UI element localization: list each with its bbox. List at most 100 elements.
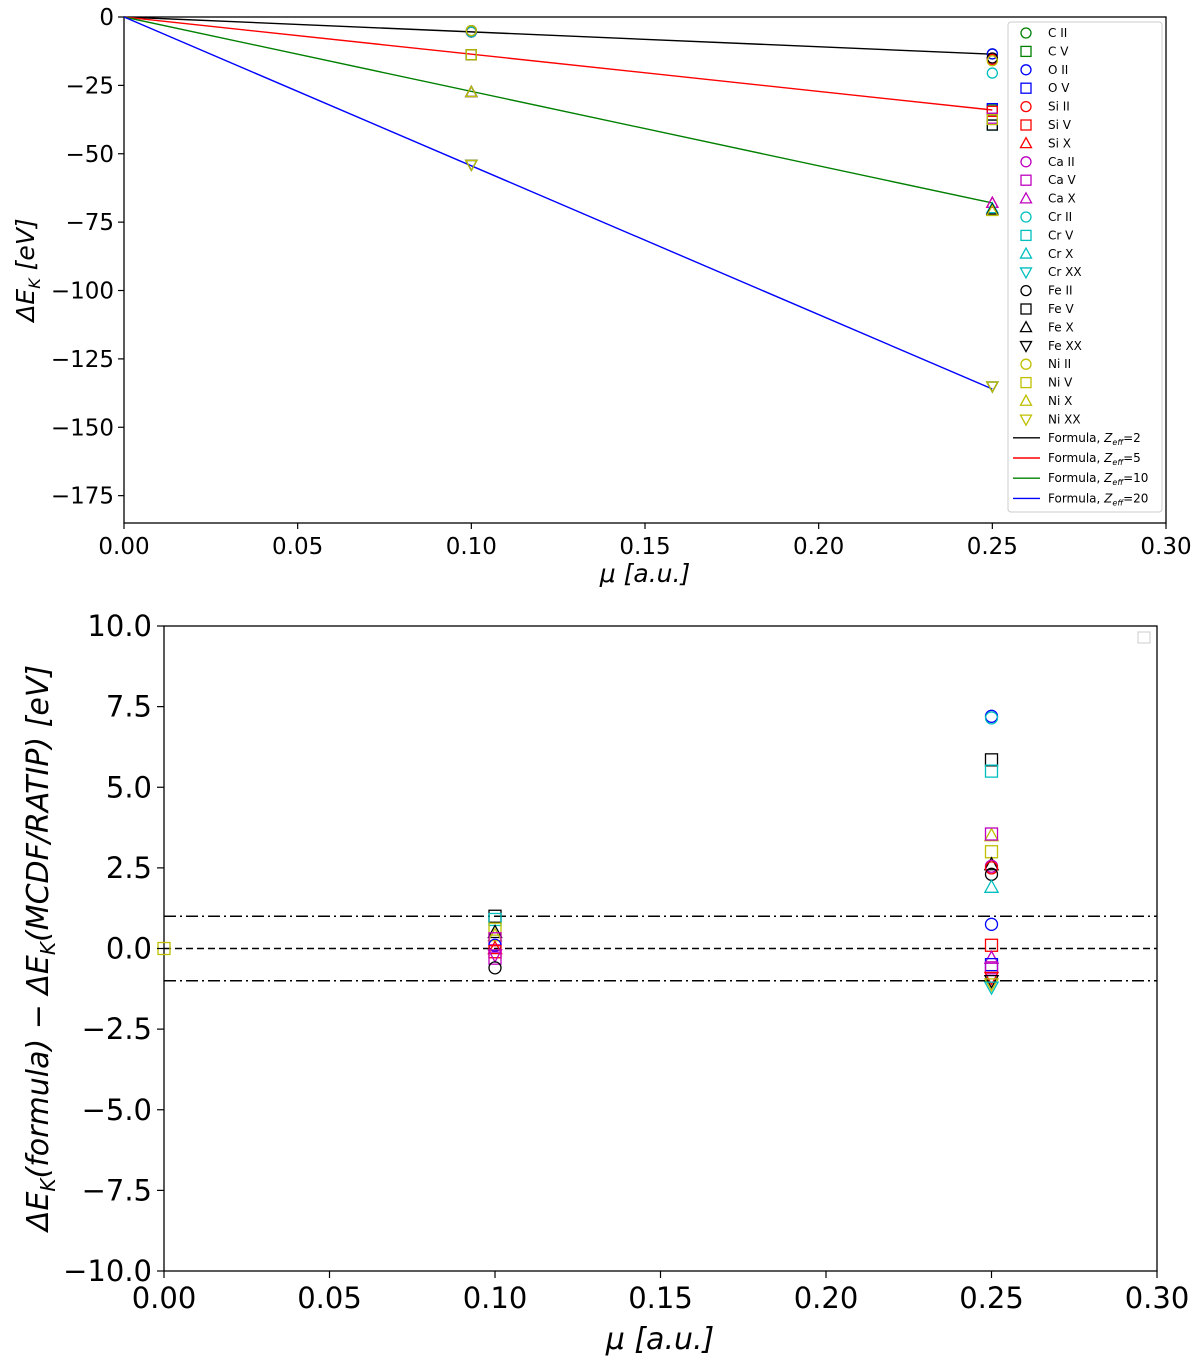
formula-line-2 bbox=[123, 16, 993, 204]
top-y-tick-label: 0 bbox=[99, 5, 114, 31]
legend-marker-14 bbox=[1020, 284, 1032, 297]
legend-marker-3 bbox=[1020, 82, 1032, 94]
top-legend: C II C V O II O V Si II Si V Si X Ca II Ca V Ca X… bbox=[1007, 21, 1163, 513]
legend-marker-8 bbox=[1020, 174, 1032, 186]
legend-label: Fe V bbox=[1048, 302, 1074, 316]
legend-label: Cr V bbox=[1048, 228, 1074, 242]
top-y-tick-label: −75 bbox=[65, 210, 114, 236]
legend-marker-0 bbox=[1020, 27, 1032, 39]
legend-box bbox=[1007, 21, 1163, 513]
legend-label: Si X bbox=[1048, 136, 1071, 150]
legend-marker-21 bbox=[1019, 414, 1033, 427]
legend-label: Ca X bbox=[1048, 192, 1076, 206]
legend-marker-17 bbox=[1019, 340, 1033, 353]
bottom-point-15 bbox=[984, 753, 999, 767]
top-point-14-1 bbox=[986, 52, 998, 64]
bottom-x-tick-label: 0.15 bbox=[628, 1281, 693, 1315]
legend-label: Cr XX bbox=[1048, 265, 1082, 279]
top-point-18-0 bbox=[465, 25, 477, 37]
top-point-19-0 bbox=[465, 49, 477, 61]
legend-label: Ca V bbox=[1048, 173, 1077, 187]
bottom-point-19 bbox=[984, 845, 999, 859]
bottom-x-tick-label: 0.25 bbox=[959, 1281, 1024, 1315]
legend-label: Formula, Zeff=5 bbox=[1048, 451, 1141, 467]
bottom-y-tick-label: 0.0 bbox=[106, 932, 152, 966]
top-point-5-1 bbox=[986, 105, 998, 118]
legend-label: Fe X bbox=[1048, 320, 1074, 334]
legend-label: Formula, Zeff=20 bbox=[1048, 491, 1148, 507]
bottom-point-16 bbox=[984, 764, 999, 778]
top-point-12-1 bbox=[985, 201, 999, 214]
bottom-point-8 bbox=[487, 940, 503, 955]
top-point-20-1 bbox=[985, 204, 999, 217]
legend-label: C II bbox=[1048, 26, 1067, 40]
top-y-tick-label: −50 bbox=[65, 142, 114, 168]
top-x-axis-label: μ [a.u.] bbox=[599, 559, 690, 588]
legend-marker-16 bbox=[1019, 320, 1033, 333]
legend-marker-19 bbox=[1020, 376, 1032, 389]
bottom-point-32 bbox=[983, 978, 1000, 993]
top-point-16-1 bbox=[985, 202, 999, 215]
top-y-tick-label: −175 bbox=[51, 484, 114, 510]
top-x-ticks: 0.00 0.05 0.10 0.15 0.20 0.25 0.30 bbox=[98, 523, 1192, 560]
bottom-x-tick-label: 0.05 bbox=[297, 1281, 362, 1315]
legend-label: Si II bbox=[1048, 100, 1070, 114]
formula-line-1 bbox=[123, 16, 993, 111]
top-point-19-1 bbox=[986, 113, 998, 126]
top-y-tick-label: −125 bbox=[51, 347, 114, 373]
top-y-tick-label: −100 bbox=[51, 279, 114, 305]
bottom-y-tick-label: −7.5 bbox=[82, 1173, 152, 1207]
legend-marker-11 bbox=[1020, 229, 1032, 242]
top-point-20-0 bbox=[464, 85, 478, 98]
bottom-point-4 bbox=[487, 924, 503, 939]
bottom-y-tick-label: 7.5 bbox=[106, 690, 152, 724]
legend-label: Ni II bbox=[1048, 357, 1071, 371]
legend-marker-4 bbox=[1020, 100, 1032, 113]
bottom-point-6 bbox=[488, 932, 502, 946]
bottom-point-25 bbox=[984, 917, 999, 931]
bottom-x-tick-label: 0.30 bbox=[1125, 1281, 1190, 1315]
legend-marker-2 bbox=[1020, 64, 1032, 76]
legend-label: Fe II bbox=[1048, 284, 1073, 298]
legend-marker-15 bbox=[1020, 303, 1032, 315]
top-point-18-1 bbox=[986, 55, 998, 67]
bottom-y-axis-label: ΔEK(formula) − ΔEK(MCDF/RATIP) [eV] bbox=[21, 665, 60, 1233]
legend-label: Ca II bbox=[1048, 155, 1075, 169]
top-point-21-0 bbox=[464, 159, 478, 172]
bottom-y-tick-label: −2.5 bbox=[82, 1012, 152, 1046]
legend-label: Formula, Zeff=2 bbox=[1048, 431, 1141, 447]
bottom-x-tick-label: 0.00 bbox=[132, 1281, 197, 1315]
bottom-y-ticks: 10.0 7.5 5.0 2.5 0.0 −2.5 −5.0 −7.5 −10.0 bbox=[63, 609, 164, 1288]
legend-marker-5 bbox=[1020, 119, 1032, 131]
legend-label: O II bbox=[1048, 63, 1068, 77]
bottom-x-tick-label: 0.20 bbox=[794, 1281, 859, 1315]
bottom-point-14 bbox=[984, 711, 999, 725]
legend-marker-7 bbox=[1020, 156, 1032, 168]
bottom-x-tick-label: 0.10 bbox=[463, 1281, 528, 1315]
formula-line-3 bbox=[123, 16, 993, 390]
legend-label: Formula, Zeff=10 bbox=[1048, 471, 1148, 487]
bottom-y-tick-label: 5.0 bbox=[106, 770, 152, 804]
bottom-point-12 bbox=[488, 961, 502, 975]
top-data-points bbox=[464, 25, 999, 394]
legend-label: Si V bbox=[1048, 118, 1072, 132]
top-point-9-1 bbox=[985, 195, 999, 208]
top-y-axis-label: ΔEK [eV] bbox=[11, 218, 44, 323]
top-x-tick-label: 0.15 bbox=[619, 534, 670, 560]
top-x-tick-label: 0.30 bbox=[1140, 534, 1191, 560]
top-y-tick-label: −25 bbox=[65, 73, 114, 99]
top-panel: 0.00 0.05 0.10 0.15 0.20 0.25 0.30 0 −25 −50 −75 −… bbox=[11, 5, 1192, 588]
top-point-10-1 bbox=[986, 67, 998, 79]
legend-marker-6 bbox=[1019, 136, 1033, 149]
bottom-point-20 bbox=[983, 856, 1000, 871]
bottom-y-tick-label: −5.0 bbox=[82, 1093, 152, 1127]
bottom-point-10 bbox=[487, 949, 503, 964]
legend-marker-10 bbox=[1020, 211, 1032, 223]
bottom-y-tick-label: −10.0 bbox=[63, 1254, 152, 1288]
bottom-point-11 bbox=[488, 951, 502, 965]
top-formula-lines bbox=[123, 16, 993, 390]
top-x-tick-label: 0.20 bbox=[793, 534, 844, 560]
bottom-reference-lines bbox=[164, 915, 1157, 982]
legend-marker-20 bbox=[1019, 393, 1033, 406]
